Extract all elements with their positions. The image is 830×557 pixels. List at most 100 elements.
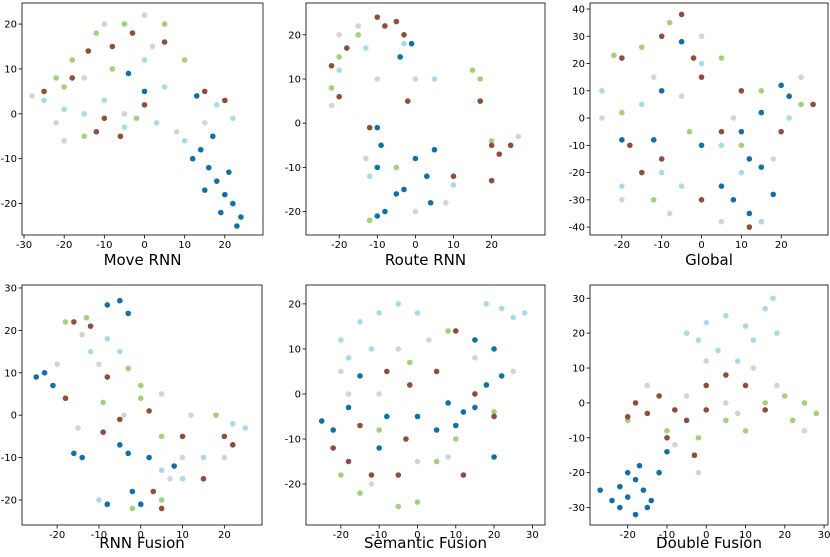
point xyxy=(703,358,710,364)
point xyxy=(627,142,633,149)
point xyxy=(50,382,56,389)
point xyxy=(644,504,651,511)
point xyxy=(101,115,108,122)
point xyxy=(742,382,749,389)
y-tick-label: 0 xyxy=(295,119,301,130)
x-tick-label: 0 xyxy=(698,240,704,251)
point xyxy=(79,331,86,338)
point xyxy=(801,428,808,434)
point xyxy=(226,169,232,175)
point xyxy=(758,218,765,225)
point xyxy=(723,372,729,378)
point xyxy=(472,355,478,361)
point xyxy=(205,164,212,171)
point xyxy=(664,428,670,434)
point xyxy=(678,183,685,190)
point xyxy=(100,399,106,406)
y-tick-label: 0 xyxy=(11,109,17,120)
point xyxy=(617,504,623,511)
point xyxy=(460,472,467,478)
point xyxy=(368,472,375,478)
point xyxy=(738,142,745,149)
point xyxy=(93,30,100,36)
point xyxy=(189,155,196,162)
point xyxy=(129,505,136,512)
x-tick-label: 20 xyxy=(485,240,498,251)
point xyxy=(376,310,382,316)
point xyxy=(29,93,35,99)
point xyxy=(770,191,777,198)
point xyxy=(619,197,625,203)
point xyxy=(683,417,690,424)
point xyxy=(384,368,390,375)
point xyxy=(401,186,407,193)
point xyxy=(742,428,749,434)
point xyxy=(723,417,729,424)
point xyxy=(104,336,111,342)
point xyxy=(158,391,165,397)
point xyxy=(718,218,725,225)
point xyxy=(146,454,152,461)
point xyxy=(69,57,76,63)
y-tick-label: -20 xyxy=(1,199,17,210)
point xyxy=(515,133,522,140)
point xyxy=(141,12,148,18)
x-tick-label: 0 xyxy=(414,530,420,541)
point xyxy=(450,182,457,188)
point xyxy=(658,156,665,162)
plot-frame xyxy=(589,2,829,236)
point xyxy=(213,412,219,418)
point xyxy=(69,75,76,81)
point xyxy=(230,200,236,207)
point xyxy=(376,391,382,397)
point xyxy=(161,39,168,45)
point xyxy=(664,434,670,441)
chart-title: Global xyxy=(685,251,733,269)
point xyxy=(336,67,342,73)
point xyxy=(786,115,792,121)
point xyxy=(393,18,400,25)
point xyxy=(81,133,88,140)
point xyxy=(201,120,208,126)
point xyxy=(636,462,643,469)
point xyxy=(363,45,369,51)
point xyxy=(445,328,451,334)
point xyxy=(723,312,729,319)
plot-frame xyxy=(21,284,263,526)
y-tick-label: 20 xyxy=(4,20,17,31)
y-tick-label: 10 xyxy=(572,86,585,97)
x-tick-label: -10 xyxy=(369,240,385,251)
point xyxy=(488,177,495,184)
y-tick-label: 20 xyxy=(288,299,301,310)
point xyxy=(214,178,220,184)
point xyxy=(406,359,413,366)
point xyxy=(366,173,373,180)
point xyxy=(477,98,483,104)
point xyxy=(129,30,136,36)
point xyxy=(101,21,108,27)
point xyxy=(201,88,208,95)
point xyxy=(746,156,753,162)
point xyxy=(414,413,421,420)
point xyxy=(104,302,111,308)
point xyxy=(141,57,148,63)
point xyxy=(695,469,702,476)
point xyxy=(750,337,757,343)
point xyxy=(414,310,421,316)
x-tick-label: -10 xyxy=(654,240,670,251)
point xyxy=(161,21,168,27)
x-tick-label: -20 xyxy=(333,530,349,541)
point xyxy=(153,120,160,126)
plot-frame xyxy=(21,2,264,236)
point xyxy=(188,412,194,418)
y-tick-label: -10 xyxy=(285,163,301,174)
point xyxy=(218,209,224,216)
point xyxy=(801,400,808,406)
point xyxy=(498,373,505,379)
point xyxy=(488,138,495,144)
point xyxy=(33,374,40,380)
point xyxy=(336,32,342,38)
point xyxy=(648,497,655,504)
point xyxy=(412,208,419,215)
y-tick-label: -10 xyxy=(569,141,585,152)
